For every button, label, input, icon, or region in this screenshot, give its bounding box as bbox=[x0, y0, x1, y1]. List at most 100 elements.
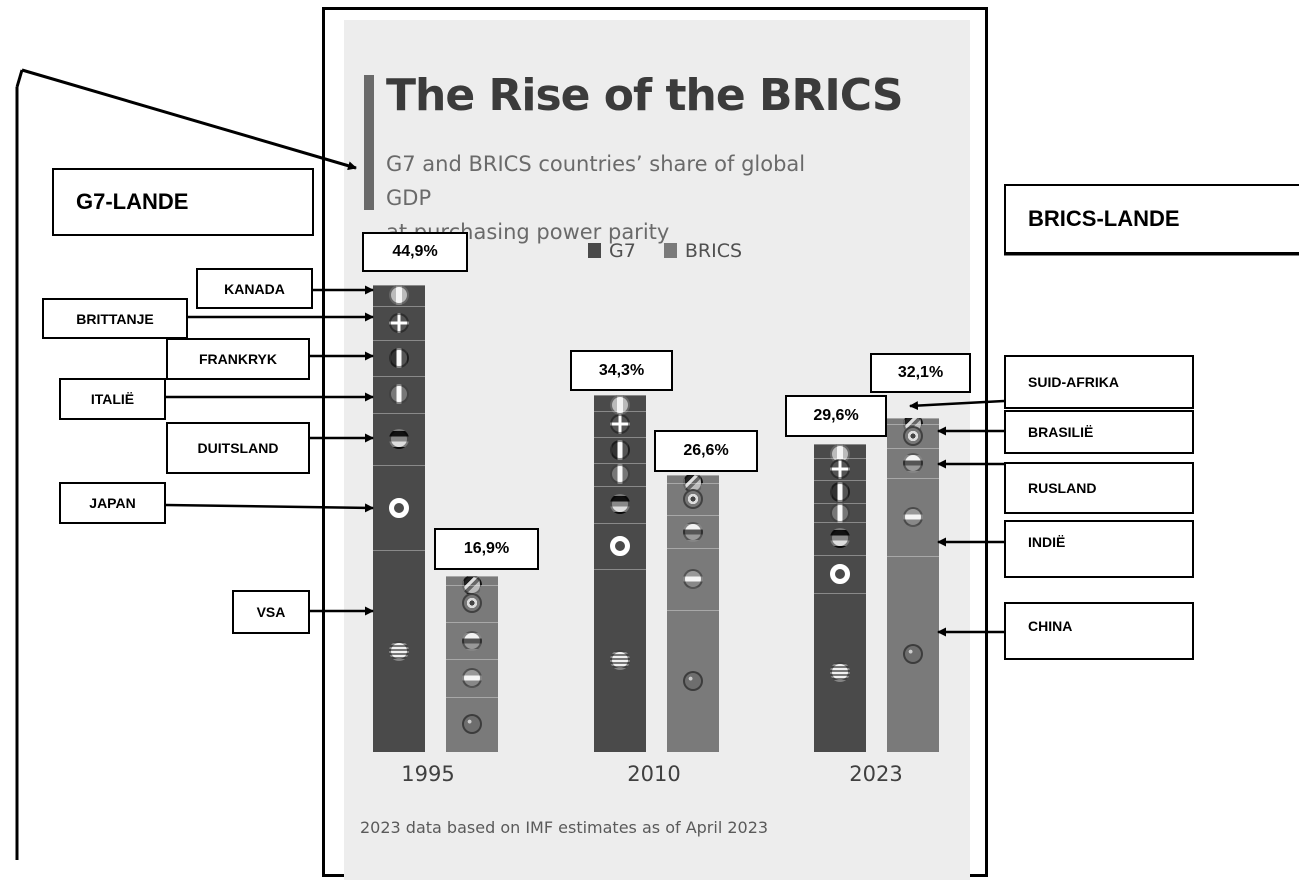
label-suid-afrika-text: SUID-AFRIKA bbox=[1028, 374, 1119, 390]
bar-brics-2010 bbox=[667, 475, 719, 752]
flag-france-icon bbox=[389, 347, 409, 368]
label-indie: INDIË bbox=[1004, 520, 1194, 578]
flag-russia-icon bbox=[462, 630, 482, 651]
bar-g7-2010 bbox=[594, 395, 646, 752]
label-china-text: CHINA bbox=[1028, 618, 1073, 634]
label-brittanje-text: BRITTANJE bbox=[76, 310, 154, 327]
flag-russia-icon bbox=[683, 521, 703, 542]
label-frankryk-text: FRANKRYK bbox=[198, 351, 278, 367]
value-text-g7-2010: 34,3% bbox=[598, 361, 645, 379]
segment-g7-2010-germany bbox=[594, 485, 646, 523]
label-frankryk: FRANKRYK bbox=[166, 338, 310, 380]
flag-japan-icon bbox=[610, 536, 630, 557]
flag-germany-icon bbox=[389, 428, 409, 449]
segment-g7-2010-uk bbox=[594, 410, 646, 437]
flag-france-icon bbox=[830, 481, 850, 502]
bar-g7-1995 bbox=[373, 285, 425, 752]
value-label-brics-1995: 16,9% bbox=[434, 528, 539, 570]
subtitle-line-1: G7 and BRICS countries’ share of global … bbox=[386, 152, 806, 210]
segment-brics-1995-brazil bbox=[446, 584, 498, 622]
segment-g7-2023-uk bbox=[814, 457, 866, 481]
label-kanada-text: KANADA bbox=[224, 280, 285, 297]
label-vsa-text: VSA bbox=[256, 604, 286, 620]
flag-italy-icon bbox=[389, 384, 409, 405]
flag-italy-icon bbox=[610, 464, 630, 485]
pointer-arrow-title bbox=[21, 68, 357, 171]
segment-g7-1995-france bbox=[373, 340, 425, 375]
segment-g7-1995-uk bbox=[373, 305, 425, 340]
label-rusland: RUSLAND bbox=[1004, 462, 1194, 514]
flag-canada-icon bbox=[389, 285, 409, 306]
segment-g7-2023-france bbox=[814, 480, 866, 503]
segment-g7-2023-usa bbox=[814, 592, 866, 752]
flag-uk-icon bbox=[610, 413, 630, 434]
segment-brics-2023-brazil bbox=[887, 424, 939, 448]
value-text-g7-1995: 44,9% bbox=[392, 243, 438, 260]
flag-brazil-icon bbox=[462, 593, 482, 614]
segment-brics-2010-india bbox=[667, 548, 719, 609]
segment-g7-2023-germany bbox=[814, 521, 866, 555]
flag-china-icon bbox=[683, 670, 703, 691]
flag-russia-icon bbox=[903, 453, 923, 474]
label-suid-afrika: SUID-AFRIKA bbox=[1004, 355, 1194, 409]
segment-brics-1995-india bbox=[446, 659, 498, 696]
g7-heading-box: G7-LANDE bbox=[52, 168, 314, 236]
bar-brics-2023 bbox=[887, 418, 939, 752]
label-rusland-text: RUSLAND bbox=[1028, 480, 1097, 496]
flag-germany-icon bbox=[830, 528, 850, 549]
segment-brics-2010-brazil bbox=[667, 482, 719, 515]
segment-g7-2010-italy bbox=[594, 462, 646, 486]
segment-g7-1995-usa bbox=[373, 550, 425, 752]
label-vsa: VSA bbox=[232, 590, 310, 634]
value-label-brics-2010: 26,6% bbox=[654, 430, 758, 472]
legend-label-brics: BRICS bbox=[684, 240, 743, 262]
segment-g7-1995-italy bbox=[373, 375, 425, 413]
segment-g7-1995-japan bbox=[373, 464, 425, 550]
segment-g7-2023-japan bbox=[814, 554, 866, 593]
flag-china-icon bbox=[903, 644, 923, 665]
value-text-brics-1995: 16,9% bbox=[463, 540, 510, 557]
label-duitsland: DUITSLAND bbox=[166, 422, 310, 474]
value-label-g7-2023: 29,6% bbox=[785, 395, 887, 437]
bracket-line-top bbox=[15, 69, 24, 88]
segment-g7-1995-germany bbox=[373, 412, 425, 465]
flag-india-icon bbox=[903, 507, 923, 528]
flag-usa-icon bbox=[389, 641, 409, 662]
flag-germany-icon bbox=[610, 494, 630, 515]
flag-italy-icon bbox=[830, 503, 850, 524]
flag-brazil-icon bbox=[683, 488, 703, 509]
segment-brics-2023-russia bbox=[887, 448, 939, 478]
brics-heading: BRICS-LANDE bbox=[1028, 206, 1180, 231]
legend-swatch-g7 bbox=[588, 243, 601, 258]
flag-usa-icon bbox=[610, 650, 630, 671]
value-text-g7-2023: 29,6% bbox=[813, 407, 859, 424]
label-brasilie-text: BRASILIË bbox=[1028, 424, 1094, 440]
footnote: 2023 data based on IMF estimates as of A… bbox=[360, 818, 769, 837]
label-japan-text: JAPAN bbox=[89, 495, 136, 511]
brics-heading-box: BRICS-LANDE bbox=[1004, 184, 1299, 254]
g7-heading: G7-LANDE bbox=[76, 189, 189, 214]
flag-uk-icon bbox=[830, 458, 850, 479]
segment-brics-1995-china bbox=[446, 696, 498, 752]
label-japan: JAPAN bbox=[59, 482, 166, 524]
flag-india-icon bbox=[462, 668, 482, 689]
value-label-g7-1995: 44,9% bbox=[362, 232, 468, 272]
chart-legend: G7 BRICS bbox=[588, 240, 764, 262]
segment-g7-2010-japan bbox=[594, 523, 646, 569]
bar-g7-2023 bbox=[814, 444, 866, 752]
title-accent-bar bbox=[364, 75, 374, 210]
label-italie-text: ITALIË bbox=[90, 391, 135, 407]
flag-brazil-icon bbox=[903, 426, 923, 447]
flag-japan-icon bbox=[830, 563, 850, 584]
segment-brics-2023-china bbox=[887, 556, 939, 752]
label-duitsland-text: DUITSLAND bbox=[197, 440, 279, 456]
label-brittanje: BRITTANJE bbox=[42, 298, 188, 339]
label-kanada: KANADA bbox=[196, 268, 313, 309]
legend-label-g7: G7 bbox=[609, 240, 636, 262]
segment-g7-2010-france bbox=[594, 436, 646, 463]
legend-swatch-brics bbox=[663, 243, 677, 258]
flag-uk-icon bbox=[389, 312, 409, 333]
segment-brics-1995-russia bbox=[446, 621, 498, 659]
flag-japan-icon bbox=[389, 497, 409, 518]
x-tick-1995: 1995 bbox=[401, 762, 455, 786]
